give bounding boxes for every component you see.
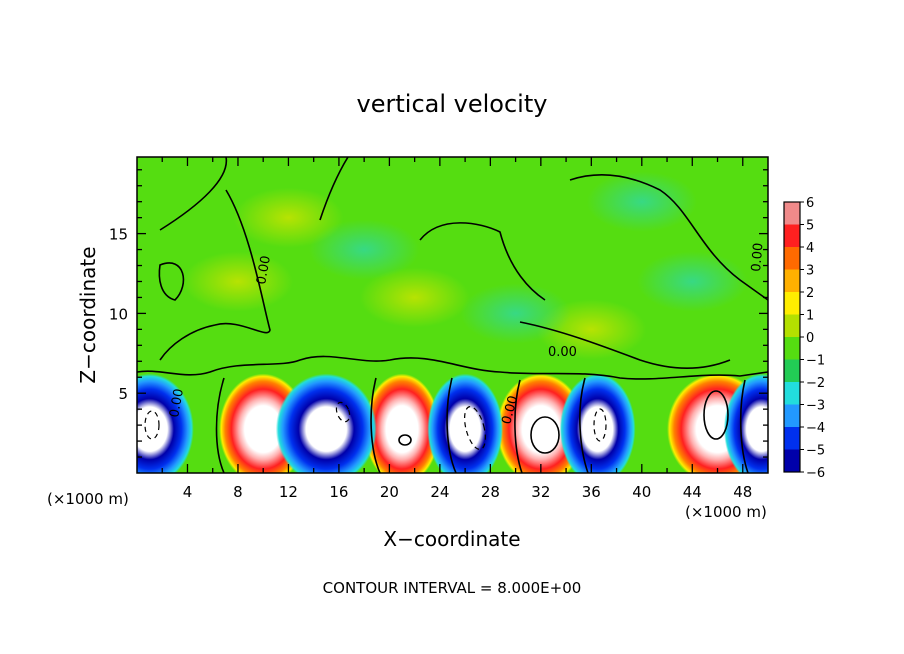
colorbar-swatch: [784, 382, 800, 405]
y-tick-label: 10: [109, 305, 128, 323]
background-patch: [460, 283, 571, 344]
downdraft-cell: [723, 373, 768, 473]
colorbar-label: 2: [806, 286, 814, 301]
y-tick-label: 5: [118, 385, 128, 403]
contour-line: [514, 379, 523, 473]
colorbar-swatch: [784, 202, 800, 225]
colorbar-swatch: [784, 359, 800, 383]
x-tick-label: 48: [733, 483, 752, 501]
contour-line: [593, 408, 607, 442]
contour-line: [319, 157, 349, 221]
contour-line: [739, 379, 749, 473]
plot-frame: [136, 156, 769, 474]
x-tick-label: 40: [632, 483, 651, 501]
contour-label: 0.00: [548, 345, 577, 360]
contour-line: [398, 434, 412, 446]
colorbar-label: −1: [806, 354, 825, 369]
contour-line: [703, 390, 729, 440]
colorbar-label: 5: [806, 219, 814, 234]
background-patch: [359, 267, 470, 328]
x-tick-label: 4: [183, 483, 193, 501]
downdraft-cell: [559, 373, 636, 473]
x-tick-label: 16: [329, 483, 348, 501]
background-patch: [233, 187, 344, 248]
colorbar-label: −6: [806, 466, 825, 481]
colorbar-label: 3: [806, 264, 814, 279]
x-tick-label: 24: [430, 483, 449, 501]
x-tick-label: 44: [683, 483, 702, 501]
x-tick-label: 20: [380, 483, 399, 501]
contour-label: 0.00: [749, 242, 766, 272]
colorbar-label: 6: [806, 196, 814, 211]
chart-title: vertical velocity: [357, 90, 548, 118]
contour-line: [569, 174, 768, 301]
colorbar-swatch: [784, 224, 800, 248]
contour-label: 0.00: [499, 394, 521, 426]
colorbar-swatch: [784, 314, 800, 338]
contour-line: [158, 262, 185, 301]
colorbar-label: −5: [806, 444, 825, 459]
colorbar: 6 5 4 3 2 1 0 −1 −2 −3 −4 −5 −6: [783, 196, 825, 481]
x-axis: 4 8 12 16 20 24 28 32 36 40 44 48: [161, 157, 752, 501]
contour-line: [335, 401, 351, 423]
background-patches: [182, 171, 748, 360]
plot-area: 0.00 0.00 0.00 0.00 0.00: [137, 157, 768, 473]
contour-labels: 0.00 0.00 0.00 0.00 0.00: [167, 242, 766, 426]
colorbar-swatch: [784, 449, 800, 473]
contour-lines: [137, 157, 768, 473]
x-unit-right: (×1000 m): [685, 503, 767, 521]
x-axis-label: X−coordinate: [383, 527, 520, 551]
contour-line: [159, 189, 271, 361]
contour-line: [137, 355, 768, 380]
contour-line: [159, 157, 228, 231]
colorbar-swatch: [784, 337, 800, 360]
downdraft-cell: [275, 373, 377, 473]
colorbar-swatch: [784, 404, 800, 428]
contour-line: [579, 377, 589, 473]
downdraft-cell: [427, 373, 503, 473]
x-tick-label: 12: [279, 483, 298, 501]
x-tick-label: 36: [582, 483, 601, 501]
contour-line: [519, 321, 731, 370]
colorbar-swatch: [784, 292, 800, 315]
colorbar-label: −3: [806, 399, 825, 414]
contour-interval-note: CONTOUR INTERVAL = 8.000E+00: [323, 579, 582, 597]
contour-label: 0.00: [254, 255, 274, 286]
colorbar-label: 4: [806, 241, 814, 256]
x-tick-label: 8: [233, 483, 243, 501]
y-axis-label: Z−coordinate: [76, 246, 100, 383]
background-patch: [182, 251, 293, 312]
downdraft-cell: [137, 373, 194, 473]
y-axis: 5 10 15: [109, 169, 768, 458]
contour-lines-negative: [144, 401, 607, 450]
background-patch: [637, 251, 748, 312]
contour-line: [370, 377, 381, 473]
contour-line: [464, 406, 486, 450]
colorbar-label: 0: [806, 331, 814, 346]
contour-line: [215, 377, 225, 473]
x-tick-label: 32: [531, 483, 550, 501]
contour-line: [144, 410, 160, 440]
contour-label: 0.00: [167, 388, 187, 419]
contour-line: [419, 222, 546, 301]
y-tick-label: 15: [109, 226, 128, 244]
colorbar-swatch: [784, 247, 800, 270]
contour-line: [446, 377, 457, 473]
colorbar-swatch: [784, 269, 800, 293]
colorbar-label: −2: [806, 376, 825, 391]
colorbar-label: −4: [806, 421, 825, 436]
background-patch: [309, 219, 420, 280]
colorbar-swatch: [784, 427, 800, 450]
background-patch: [586, 171, 697, 232]
x-unit-left: (×1000 m): [47, 490, 129, 508]
colorbar-label: 1: [806, 309, 814, 324]
contour-line: [530, 416, 560, 454]
updraft-cell: [364, 373, 440, 473]
x-tick-label: 28: [481, 483, 500, 501]
